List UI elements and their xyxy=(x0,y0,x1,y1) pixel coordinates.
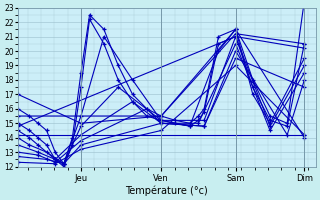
X-axis label: Température (°c): Température (°c) xyxy=(125,185,208,196)
